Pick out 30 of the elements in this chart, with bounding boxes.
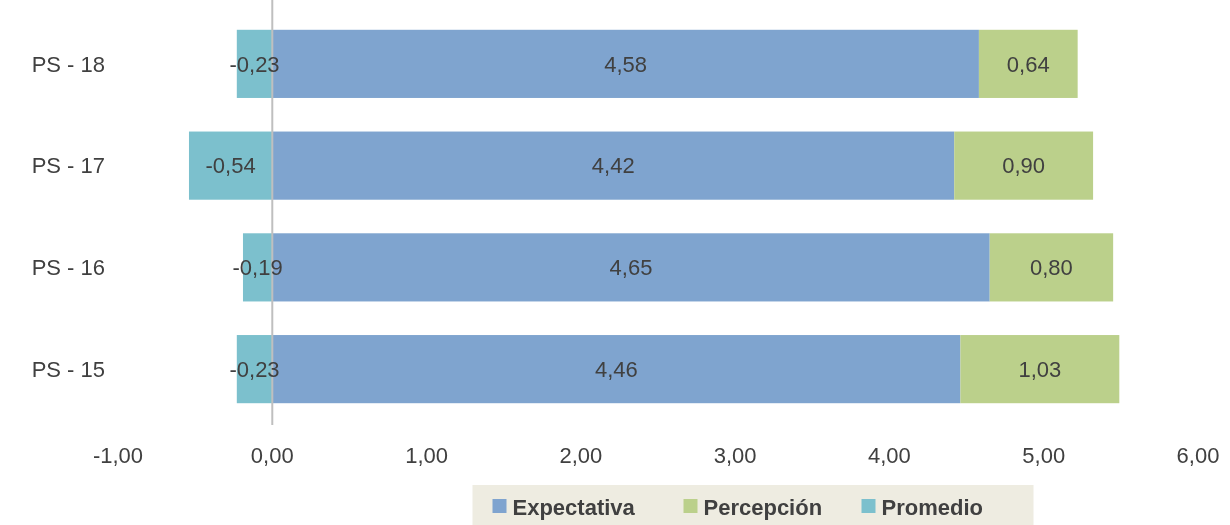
x-tick-label: -1,00 <box>92 442 144 468</box>
bar <box>188 131 273 200</box>
data-label: 0,90 <box>1002 153 1046 179</box>
x-tick-label: 3,00 <box>713 442 757 468</box>
data-label: 4,65 <box>609 255 653 281</box>
data-label: 1,03 <box>1018 356 1062 382</box>
x-tick-label: 6,00 <box>1176 442 1220 468</box>
x-tick-label: 1,00 <box>405 442 448 468</box>
x-tick-label: 5,00 <box>1022 442 1066 468</box>
bar <box>954 131 1094 200</box>
data-label: 4,58 <box>604 51 648 77</box>
data-label: 4,46 <box>594 356 638 382</box>
legend-label: Promedio <box>881 494 983 520</box>
data-label: 4,42 <box>591 153 635 179</box>
bar <box>989 233 1114 302</box>
y-tick-label: PS - 18 <box>31 51 105 77</box>
x-tick-label: 4,00 <box>868 442 911 468</box>
x-tick-label: 0,00 <box>250 442 294 468</box>
bar <box>978 29 1078 98</box>
bar <box>272 131 955 200</box>
legend-label: Percepción <box>703 494 823 520</box>
data-label: 0,64 <box>1006 51 1050 77</box>
y-tick-label: PS - 15 <box>31 356 105 382</box>
legend-label: Expectativa <box>512 494 636 520</box>
y-tick-label: PS - 17 <box>31 153 105 179</box>
x-tick-label: 2,00 <box>559 442 603 468</box>
data-label: 0,80 <box>1030 255 1073 281</box>
data-label: -0,54 <box>205 153 256 179</box>
bar <box>960 335 1120 404</box>
y-tick-label: PS - 16 <box>31 255 105 281</box>
